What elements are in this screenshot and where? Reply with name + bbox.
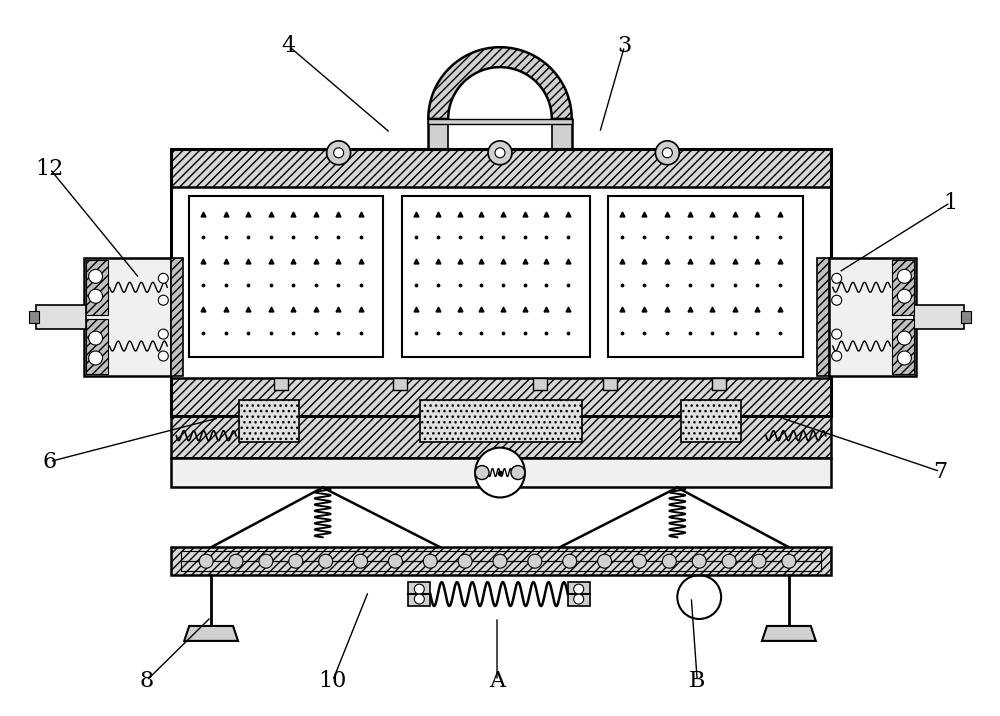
Polygon shape [762, 626, 816, 641]
Bar [29, 311, 39, 323]
Circle shape [89, 269, 103, 284]
PathPatch shape [428, 47, 572, 119]
Circle shape [488, 141, 512, 165]
Circle shape [89, 351, 103, 365]
Bar [171, 547, 831, 575]
Bar [171, 149, 831, 187]
Bar [829, 258, 916, 376]
Circle shape [354, 554, 368, 569]
Circle shape [458, 554, 472, 569]
Text: A: A [489, 669, 505, 692]
Bar [239, 400, 299, 442]
Circle shape [158, 351, 168, 361]
Circle shape [289, 554, 303, 569]
Circle shape [493, 554, 507, 569]
Text: 4: 4 [282, 35, 296, 57]
Bar [892, 319, 914, 374]
Circle shape [897, 351, 911, 365]
Bar [428, 119, 448, 149]
Text: 7: 7 [933, 460, 947, 483]
Bar [171, 149, 831, 416]
Bar [603, 378, 617, 390]
Bar [402, 195, 590, 357]
Text: 10: 10 [318, 669, 347, 692]
Circle shape [632, 554, 646, 569]
Circle shape [199, 554, 213, 569]
Circle shape [414, 584, 424, 594]
Circle shape [388, 554, 402, 569]
Circle shape [414, 594, 424, 604]
Text: 3: 3 [617, 35, 632, 57]
Bar [86, 261, 108, 315]
Bar [892, 261, 914, 315]
Circle shape [319, 554, 333, 569]
Circle shape [662, 554, 676, 569]
Circle shape [752, 554, 766, 569]
Bar [189, 195, 383, 357]
Circle shape [158, 329, 168, 339]
Circle shape [832, 295, 842, 305]
Text: 8: 8 [139, 669, 154, 692]
Circle shape [692, 554, 706, 569]
Bar [961, 311, 971, 323]
Circle shape [832, 351, 842, 361]
Circle shape [475, 448, 525, 498]
Bar [914, 305, 964, 329]
Circle shape [563, 554, 577, 569]
Bar [171, 416, 831, 458]
Circle shape [832, 329, 842, 339]
Circle shape [89, 289, 103, 303]
Bar [36, 305, 86, 329]
Circle shape [574, 594, 584, 604]
Circle shape [158, 295, 168, 305]
Bar [171, 378, 831, 416]
Bar [817, 258, 829, 376]
Bar [86, 319, 108, 374]
Circle shape [229, 554, 243, 569]
Text: 12: 12 [36, 158, 64, 180]
Bar [274, 378, 288, 390]
Bar [533, 378, 547, 390]
Circle shape [327, 141, 351, 165]
Circle shape [259, 554, 273, 569]
Bar [552, 119, 572, 149]
Bar [420, 400, 582, 442]
Bar [181, 551, 821, 561]
Circle shape [897, 331, 911, 345]
Polygon shape [184, 626, 238, 641]
Circle shape [528, 554, 542, 569]
Circle shape [495, 147, 505, 158]
Text: 1: 1 [943, 192, 957, 213]
Bar [171, 258, 183, 376]
Circle shape [334, 147, 344, 158]
Circle shape [511, 465, 525, 480]
Bar [608, 195, 803, 357]
Bar [428, 119, 572, 124]
Bar [712, 378, 726, 390]
Bar [568, 582, 590, 606]
Circle shape [662, 147, 672, 158]
Bar [393, 378, 407, 390]
Circle shape [598, 554, 612, 569]
Circle shape [475, 465, 489, 480]
Text: B: B [689, 669, 705, 692]
Circle shape [782, 554, 796, 569]
Circle shape [897, 269, 911, 284]
Circle shape [832, 274, 842, 284]
Circle shape [158, 274, 168, 284]
Bar [171, 458, 831, 488]
Circle shape [574, 584, 584, 594]
Bar [408, 582, 430, 606]
Circle shape [89, 331, 103, 345]
Circle shape [423, 554, 437, 569]
Bar [681, 400, 741, 442]
Bar [181, 561, 821, 571]
Circle shape [655, 141, 679, 165]
Bar [84, 258, 171, 376]
Circle shape [722, 554, 736, 569]
Text: 6: 6 [43, 450, 57, 473]
Circle shape [897, 289, 911, 303]
